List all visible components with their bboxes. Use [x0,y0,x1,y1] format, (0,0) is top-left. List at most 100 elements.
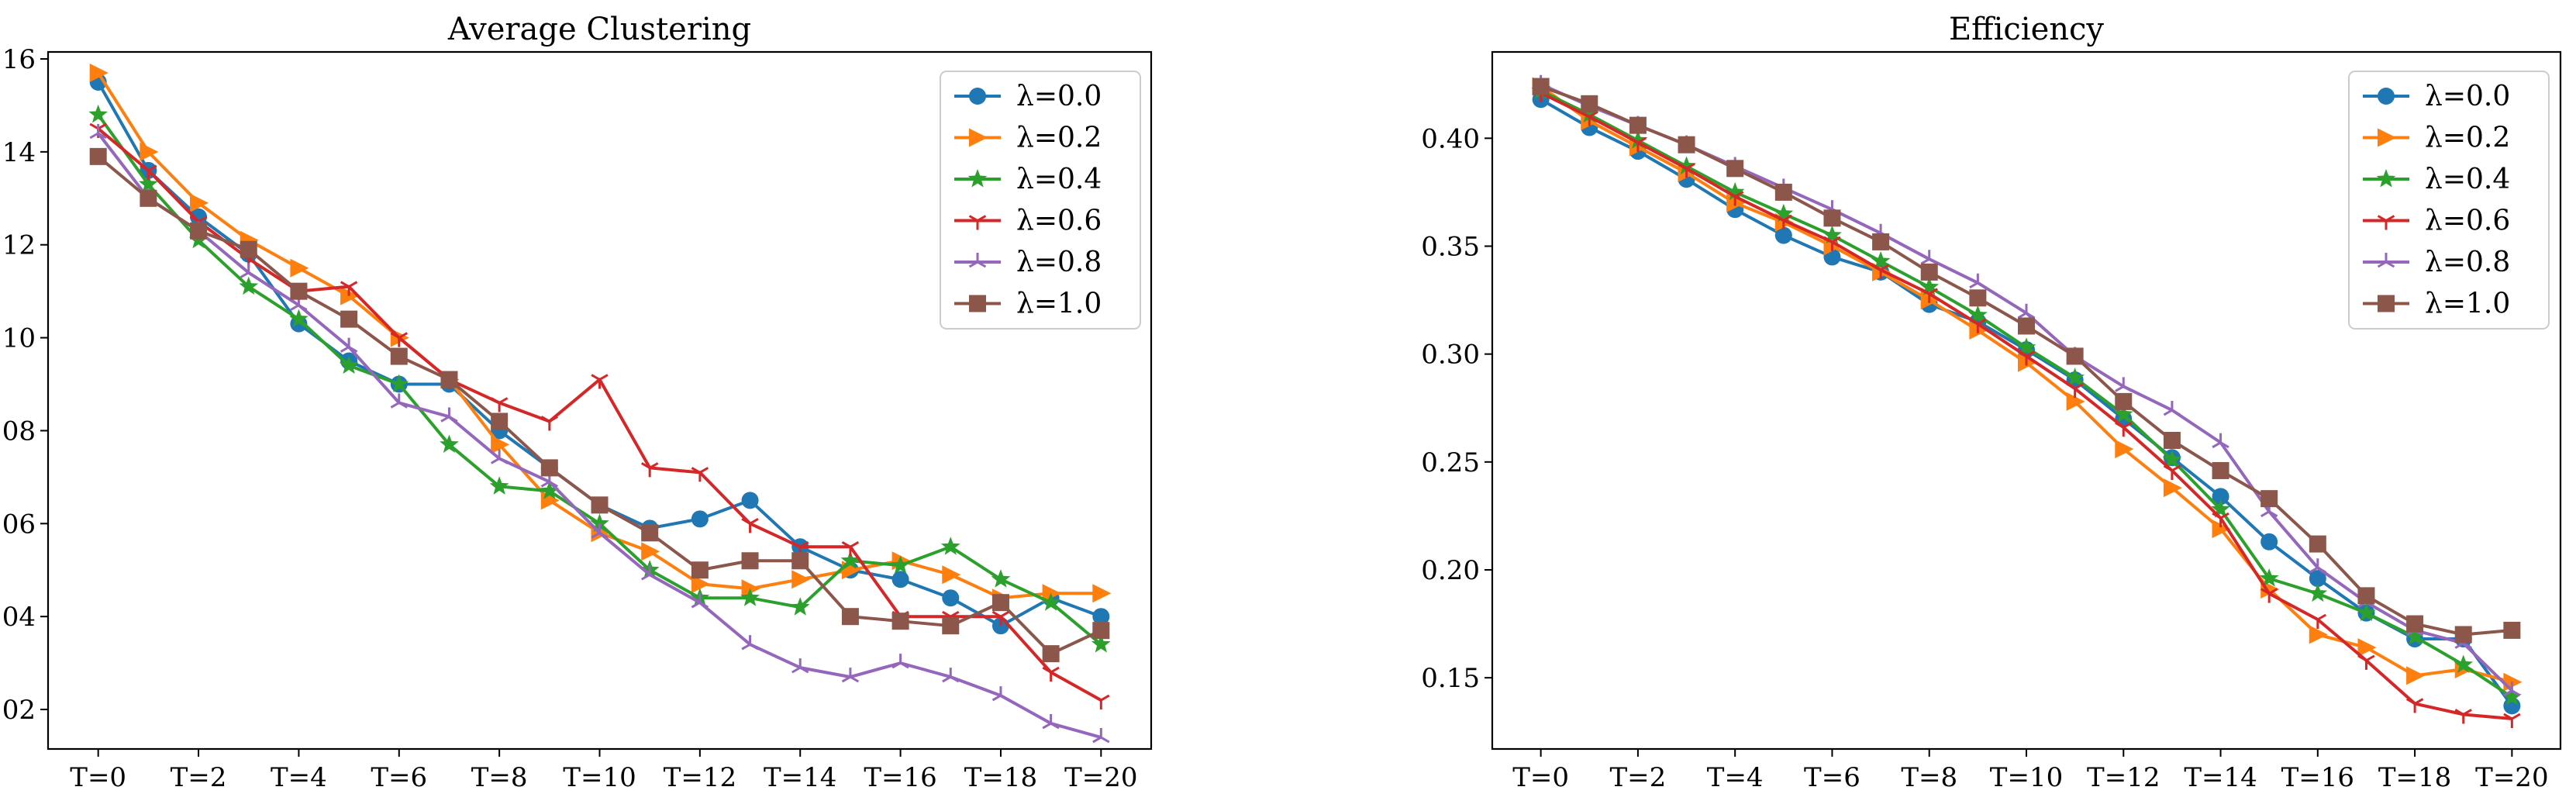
data-point [1532,78,1550,95]
y-tick-label: 0.02 [0,695,36,726]
data-point [490,397,509,412]
data-point [2115,440,2134,459]
data-point [2357,587,2375,605]
x-tick-label: T=16 [2281,762,2354,793]
data-point [2163,478,2182,498]
data-point [891,613,909,630]
data-point [1581,111,1598,126]
data-point [390,347,408,365]
legend-label: λ=0.8 [2425,247,2510,278]
data-point [1092,728,1110,744]
data-point [2162,450,2182,468]
data-point [641,524,659,542]
data-point [942,617,960,635]
legend-label: λ=1.0 [1016,288,1102,320]
data-point [1969,273,1987,289]
series-3 [1531,81,2522,706]
data-point [940,537,960,555]
data-point [2357,638,2377,657]
data-point [640,565,659,581]
data-point [340,337,358,353]
data-point [1872,233,1890,250]
data-point [2454,654,2474,673]
data-point [891,571,909,588]
legend-marker [2378,128,2396,147]
legend-entry: λ=0.8 [954,247,1102,278]
data-point [1871,264,1890,280]
legend-entry: λ=0.2 [954,123,1102,154]
data-point [2163,464,2181,480]
data-point [190,208,208,226]
data-point [2211,499,2230,518]
data-point [1920,288,1938,303]
data-point [1774,226,1792,244]
y-tick-label: 0.10 [0,323,36,354]
data-point [2212,519,2231,539]
data-point [540,459,558,477]
data-point [1092,584,1112,603]
data-point [1042,714,1060,730]
legend: λ=0.0 λ=0.2 λ=0.4 λ=0.6 λ=0.8 λ=1.0 [2348,71,2550,330]
data-point [791,570,811,589]
legend-label: λ=0.6 [1016,205,1102,237]
legend-label: λ=0.4 [2425,164,2510,195]
chart-title: Average Clustering [447,12,751,47]
data-point [2113,404,2133,423]
data-point [190,222,208,240]
data-point [841,608,859,626]
data-point [389,374,409,393]
legend-label: λ=0.2 [2425,123,2510,154]
legend-marker [969,295,986,312]
data-point [239,276,259,295]
data-point [2454,709,2472,724]
data-point [289,309,309,328]
data-point [741,552,759,570]
data-point [591,374,609,389]
data-point [991,594,1009,612]
data-point [2016,337,2036,356]
data-point [590,513,609,532]
data-point [2454,626,2472,644]
data-point [1629,136,1647,152]
y-tick-label: 0.14 [0,137,36,168]
data-point [2017,350,2036,366]
data-point [140,189,157,207]
data-point [1823,225,1842,244]
legend-entry: λ=0.0 [954,81,1102,112]
data-point [2260,588,2278,603]
series-4 [89,123,1110,710]
x-tick-label: T=6 [1804,762,1860,793]
data-point [1042,666,1060,682]
legend-label: λ=0.0 [2425,81,2510,112]
data-point [691,561,709,579]
data-point [740,588,760,606]
data-point [1726,160,1744,178]
y-tick-label: 0.08 [0,416,36,447]
data-point [991,686,1010,702]
data-point [1969,318,1987,333]
data-point [2309,570,2326,588]
legend-entry: λ=0.0 [2363,81,2510,112]
data-point [640,462,659,478]
data-point [2115,392,2133,410]
x-tick-label: T=14 [764,762,836,793]
x-tick-label: T=18 [964,762,1037,793]
data-point [741,635,759,651]
data-point [140,142,159,161]
data-point [290,282,308,300]
data-point [440,407,458,423]
y-tick-label: 0.35 [1421,231,1480,262]
legend-label: λ=0.6 [2425,205,2510,237]
legend-marker [2377,253,2395,268]
x-tick-label: T=20 [1064,762,1137,793]
data-point [942,565,961,585]
data-point [2260,490,2278,508]
data-point [840,550,860,569]
data-point [540,416,559,431]
data-point [2115,377,2133,392]
data-point [390,393,408,409]
data-point [2259,568,2279,587]
x-tick-label: T=10 [1990,762,2063,793]
data-point [2212,512,2229,528]
data-point [1774,183,1792,201]
